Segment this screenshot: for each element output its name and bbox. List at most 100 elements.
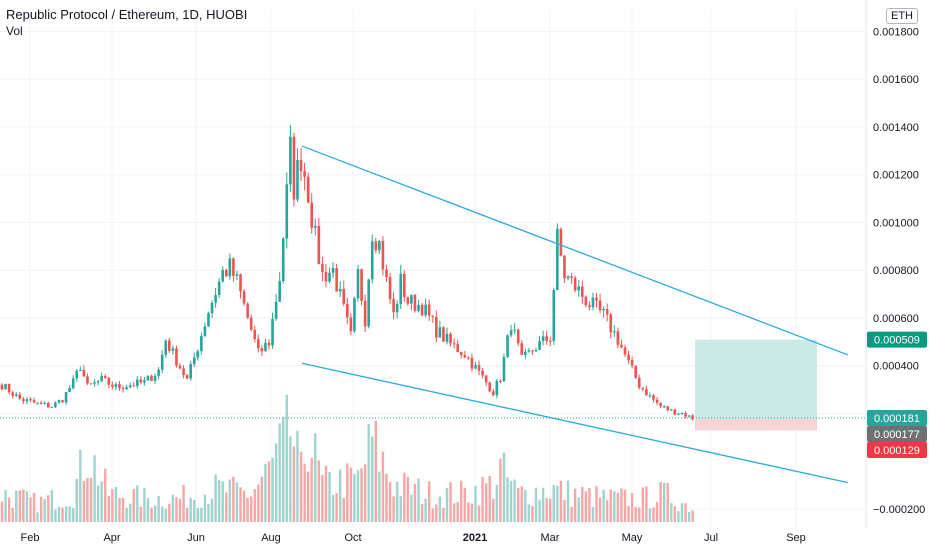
volume-bar	[420, 503, 424, 522]
volume-bar	[616, 492, 620, 522]
volume-bar	[413, 483, 417, 522]
volume-bar	[253, 489, 256, 522]
volume-bar	[4, 490, 7, 522]
time-axis[interactable]: Feb Apr Jun Aug Oct 2021 Mar May Jul Sep	[21, 532, 806, 544]
candle-body	[239, 274, 242, 292]
volume-bar	[680, 503, 684, 522]
volume-bar	[111, 489, 114, 522]
candle-body	[652, 395, 655, 400]
candle-body	[100, 375, 103, 382]
candle-body	[499, 380, 502, 382]
candle-body	[388, 276, 392, 300]
candle-body	[18, 394, 22, 399]
volume-bar	[662, 482, 666, 522]
candle-body	[613, 331, 616, 333]
volume-bar	[274, 443, 278, 522]
volume-bar	[54, 509, 57, 522]
candle-body	[224, 269, 228, 277]
candle-body	[577, 286, 581, 291]
volume-bar	[303, 463, 306, 522]
candle-body	[25, 399, 29, 402]
candle-body	[474, 365, 477, 369]
volume-bar	[438, 496, 442, 522]
volume-bar	[691, 510, 694, 522]
candle-body	[114, 384, 118, 387]
currency-badge[interactable]: ETH	[886, 8, 918, 24]
candle-body	[502, 357, 506, 382]
candle-body	[306, 176, 310, 203]
volume-bar	[143, 488, 146, 522]
price-axis-labels: 0.000509 0.000181 0.000177 0.000129	[867, 331, 927, 458]
candle-body	[378, 240, 381, 251]
volume-bar	[687, 511, 691, 522]
volume-bar	[424, 498, 427, 522]
volume-bar	[563, 499, 566, 522]
candle-body	[534, 350, 538, 352]
volume-bar	[392, 496, 395, 522]
long-position-tool[interactable]	[695, 339, 817, 431]
volume-bar	[602, 489, 605, 522]
candle-body	[321, 263, 324, 273]
volume-bar	[573, 488, 577, 522]
candle-body	[559, 228, 563, 256]
candle-body	[548, 340, 552, 342]
candle-body	[217, 281, 221, 296]
symbol-title[interactable]: Republic Protocol / Ethereum, 1D, HUOBI	[6, 7, 248, 22]
candle-body	[278, 281, 281, 302]
candle-body	[442, 327, 445, 342]
volume-bar	[289, 436, 292, 522]
candle-body	[232, 258, 235, 276]
candle-body	[516, 329, 520, 344]
candle-body	[417, 305, 420, 311]
volume-bar	[606, 500, 609, 522]
volume-bar	[93, 455, 96, 522]
candle-body	[267, 342, 271, 346]
candle-body	[207, 313, 210, 327]
volume-bar	[495, 485, 499, 522]
candle-body	[431, 315, 435, 317]
price-label-box	[867, 409, 927, 426]
candle-body	[57, 400, 61, 403]
volume-bar	[207, 504, 210, 522]
candle-body	[328, 272, 331, 282]
volume-legend[interactable]: Vol	[6, 24, 23, 38]
candle-body	[410, 294, 413, 304]
candle-body	[630, 360, 634, 366]
volume-bar	[388, 482, 392, 522]
volume-bar	[452, 503, 456, 522]
trendlines[interactable]	[301, 145, 849, 484]
candle-body	[153, 375, 157, 381]
candle-body	[331, 268, 335, 273]
x-tick-label: Jun	[187, 532, 205, 544]
candle-body	[50, 407, 54, 409]
volume-bar	[50, 490, 54, 522]
volume-bar	[566, 480, 570, 522]
volume-bar	[264, 464, 267, 522]
candle-body	[420, 305, 424, 316]
volume-bar	[271, 457, 274, 522]
volume-bar	[25, 491, 29, 522]
candle-body	[54, 402, 57, 408]
candle-body	[634, 365, 637, 378]
candle-body	[150, 375, 153, 381]
candle-body	[541, 336, 545, 341]
volume-bar	[353, 474, 356, 522]
candle-body	[438, 327, 442, 338]
candle-body	[310, 202, 314, 228]
candle-body	[591, 297, 595, 308]
candle-body	[271, 318, 274, 346]
candle-body	[470, 357, 474, 369]
volume-bar	[378, 471, 381, 522]
volume-bar	[456, 502, 459, 522]
x-tick-label: Oct	[344, 532, 361, 544]
y-tick-label: 0.001800	[873, 26, 919, 38]
candle-body	[7, 383, 11, 393]
volume-bar	[164, 508, 167, 522]
volume-bar	[267, 461, 271, 522]
candle-body	[484, 375, 488, 383]
volume-bar	[11, 507, 14, 522]
volume-bar	[609, 489, 612, 522]
x-tick-label: Jul	[704, 532, 718, 544]
candle-body	[374, 241, 378, 251]
